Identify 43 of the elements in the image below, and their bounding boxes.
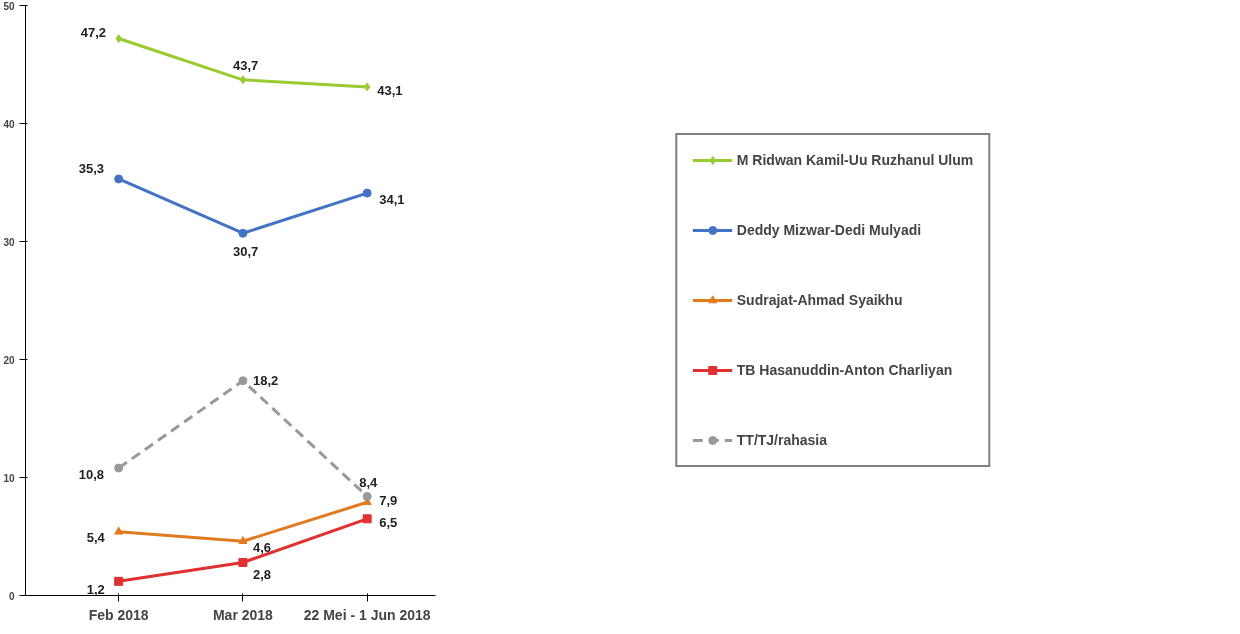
point: [238, 376, 248, 386]
point: [114, 526, 124, 535]
data-label: 7,9: [379, 492, 398, 508]
data-label: 4,6: [252, 539, 271, 555]
y-tick-label: 50: [3, 0, 15, 12]
data-label: 34,1: [379, 191, 405, 207]
point: [238, 228, 248, 238]
point: [362, 491, 372, 501]
point: [238, 536, 248, 545]
legend-label: M Ridwan Kamil-Uu Ruzhanul Ulum: [736, 152, 974, 168]
point: [238, 557, 248, 567]
point: [114, 576, 124, 586]
data-label: 5,4: [86, 530, 106, 546]
point: [239, 75, 247, 85]
point: [364, 82, 371, 92]
y-tick-label: 10: [3, 472, 15, 484]
x-tick-label: Feb 2018: [88, 606, 149, 623]
x-tick-label: Mar 2018: [212, 606, 274, 623]
data-label: 18,2: [252, 373, 279, 389]
y-tick-label: 30: [3, 236, 15, 248]
legend-label: TB Hasanuddin-Anton Charliyan: [736, 362, 953, 378]
legend-label: Deddy Mizwar-Dedi Mulyadi: [736, 222, 922, 238]
point: [362, 514, 372, 524]
point: [362, 188, 372, 198]
data-label: 30,7: [232, 243, 259, 259]
y-tick-label: 20: [3, 354, 15, 366]
legend-label: TT/TJ/rahasia: [736, 432, 828, 448]
data-label: 6,5: [379, 515, 398, 531]
data-label: 35,3: [78, 161, 104, 177]
point: [114, 463, 124, 473]
data-label: 10,8: [78, 466, 104, 482]
data-label: 2,8: [252, 566, 271, 582]
data-label: 8,4: [359, 474, 379, 490]
data-label: 43,1: [377, 83, 403, 99]
x-tick-label: 22 Mei - 1 Jun 2018: [303, 606, 431, 623]
data-label: 43,7: [232, 58, 259, 74]
data-label: 47,2: [80, 25, 106, 41]
data-label: 1,2: [86, 581, 105, 597]
point: [115, 34, 122, 44]
point: [114, 174, 124, 184]
y-tick-label: 0: [8, 590, 15, 602]
y-tick-label: 40: [3, 118, 15, 130]
legend-label: Sudrajat-Ahmad Syaikhu: [736, 292, 903, 308]
